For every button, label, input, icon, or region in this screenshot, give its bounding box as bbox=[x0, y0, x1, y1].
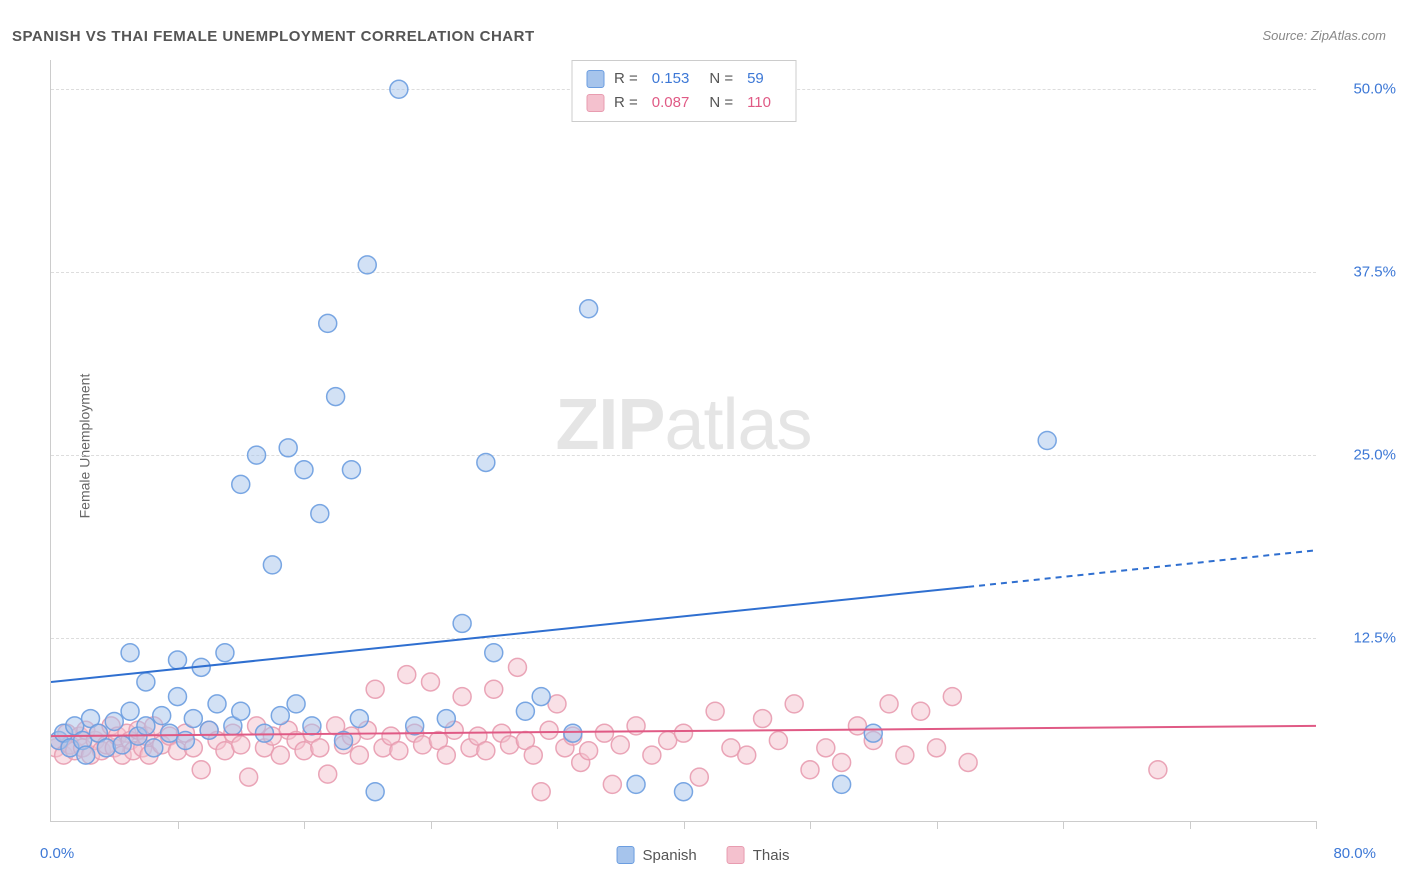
series-legend: Spanish Thais bbox=[617, 846, 790, 864]
legend-row-thais: R = 0.087 N = 110 bbox=[586, 91, 781, 115]
x-tick bbox=[1190, 821, 1191, 829]
r-label: R = bbox=[614, 67, 638, 91]
r-value-thais: 0.087 bbox=[652, 91, 690, 115]
x-tick bbox=[684, 821, 685, 829]
x-tick bbox=[304, 821, 305, 829]
series-name-spanish: Spanish bbox=[643, 847, 697, 864]
n-label: N = bbox=[709, 91, 733, 115]
chart-container: SPANISH VS THAI FEMALE UNEMPLOYMENT CORR… bbox=[0, 0, 1406, 892]
y-tick-label: 37.5% bbox=[1326, 264, 1396, 281]
x-axis-min-label: 0.0% bbox=[40, 845, 74, 862]
swatch-thais-icon bbox=[727, 846, 745, 864]
x-tick bbox=[178, 821, 179, 829]
series-name-thais: Thais bbox=[753, 847, 790, 864]
y-tick-label: 12.5% bbox=[1326, 630, 1396, 647]
n-value-spanish: 59 bbox=[747, 67, 764, 91]
n-value-thais: 110 bbox=[747, 91, 771, 115]
chart-title: SPANISH VS THAI FEMALE UNEMPLOYMENT CORR… bbox=[12, 28, 535, 45]
legend-row-spanish: R = 0.153 N = 59 bbox=[586, 67, 781, 91]
x-tick bbox=[557, 821, 558, 829]
source-name: ZipAtlas.com bbox=[1311, 28, 1386, 43]
x-tick bbox=[1063, 821, 1064, 829]
r-label: R = bbox=[614, 91, 638, 115]
x-tick bbox=[937, 821, 938, 829]
plot-area: R = 0.153 N = 59 R = 0.087 N = 110 ZIPat… bbox=[50, 60, 1316, 822]
x-axis-max-label: 80.0% bbox=[1333, 845, 1376, 862]
x-tick bbox=[810, 821, 811, 829]
legend-item-thais: Thais bbox=[727, 846, 790, 864]
correlation-legend: R = 0.153 N = 59 R = 0.087 N = 110 bbox=[571, 60, 796, 122]
swatch-spanish-icon bbox=[617, 846, 635, 864]
source-attribution: Source: ZipAtlas.com bbox=[1262, 28, 1386, 43]
scatter-plot bbox=[51, 60, 1316, 821]
source-prefix: Source: bbox=[1262, 28, 1310, 43]
y-tick-label: 25.0% bbox=[1326, 447, 1396, 464]
swatch-thais-icon bbox=[586, 94, 604, 112]
x-tick bbox=[1316, 821, 1317, 829]
r-value-spanish: 0.153 bbox=[652, 67, 690, 91]
n-label: N = bbox=[709, 67, 733, 91]
legend-item-spanish: Spanish bbox=[617, 846, 697, 864]
swatch-spanish-icon bbox=[586, 70, 604, 88]
x-tick bbox=[431, 821, 432, 829]
y-tick-label: 50.0% bbox=[1326, 81, 1396, 98]
